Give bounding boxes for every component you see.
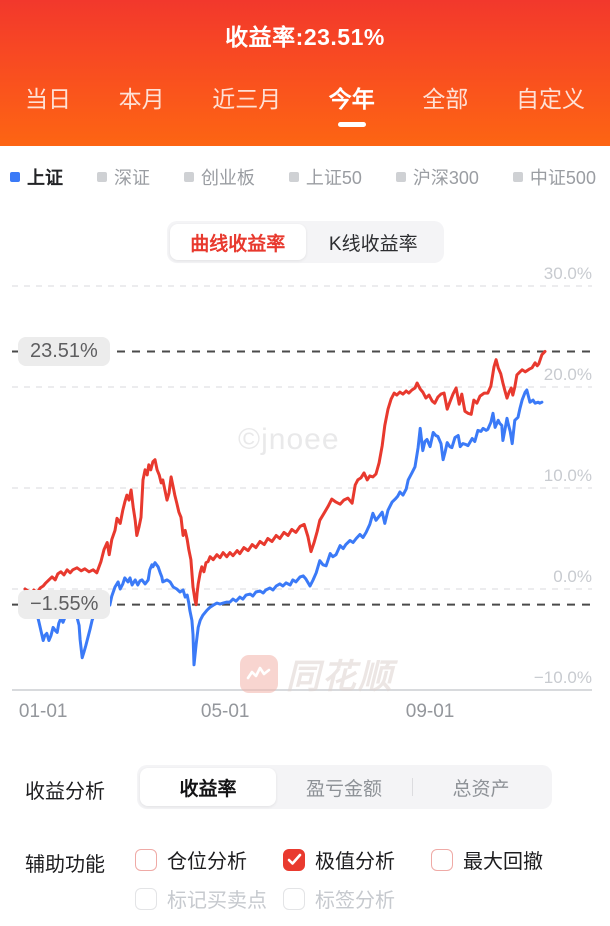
analysis-metric-toggle: 收益率 盈亏金额 总资产 (137, 765, 552, 809)
tab-label: 近三月 (212, 86, 282, 112)
chart-type-toggle: 曲线收益率 K线收益率 (167, 221, 444, 263)
legend-item-0[interactable]: 上证 (10, 164, 63, 190)
y-axis-tick: 10.0% (544, 466, 592, 485)
checkbox-label: 标签分析 (315, 890, 395, 912)
aux-section-label: 辅助功能 (25, 854, 105, 876)
analysis-option-2[interactable]: 总资产 (452, 778, 510, 800)
y-axis-tick: −10.0% (534, 668, 592, 687)
legend-item-5[interactable]: 中证500 (512, 164, 596, 190)
max-value-badge: 23.51% (18, 336, 110, 366)
legend-swatch-icon (183, 172, 194, 182)
chart-type-option-0[interactable]: 曲线收益率 (170, 224, 306, 260)
x-axis-tick: 01-01 (19, 701, 68, 722)
legend-item-2[interactable]: 创业板 (183, 164, 255, 190)
period-tabs: 当日 本月 近三月 今年 全部 自定义 (0, 84, 610, 127)
aux-checkbox-row-2: 标记买卖点 标签分析 (135, 884, 431, 913)
legend-label: 创业板 (200, 168, 255, 188)
legend-label: 中证500 (529, 168, 596, 188)
aux-checkbox-row-1: 仓位分析 极值分析 最大回撤 (135, 845, 543, 874)
tab-period-4[interactable]: 全部 (422, 84, 468, 127)
legend-swatch-icon (96, 172, 107, 182)
brand-logo-icon (240, 654, 278, 693)
legend-swatch-icon (10, 172, 20, 182)
brand-watermark-label: 同花顺 (286, 658, 394, 696)
analysis-option-0[interactable]: 收益率 (140, 768, 276, 806)
x-axis-tick: 09-01 (406, 701, 455, 722)
tab-active-underline (536, 122, 564, 127)
checkbox-box[interactable] (431, 848, 453, 871)
tab-active-underline (233, 122, 261, 127)
analysis-section-label: 收益分析 (25, 781, 105, 803)
tab-label: 本月 (118, 86, 165, 112)
tab-active-underline (431, 122, 459, 127)
checkbox-box[interactable] (283, 887, 305, 910)
checkbox-label: 标记买卖点 (167, 890, 267, 912)
legend-item-1[interactable]: 深证 (96, 164, 150, 190)
tab-active-underline (337, 122, 366, 127)
tab-label: 全部 (422, 86, 469, 112)
analysis-option-1[interactable]: 盈亏金额 (305, 778, 382, 800)
checkbox-label: 仓位分析 (167, 851, 247, 873)
tab-label: 今年 (328, 86, 375, 112)
y-axis-tick: 0.0% (553, 567, 592, 586)
brand-watermark: 同花顺 (240, 649, 394, 698)
tab-period-1[interactable]: 本月 (119, 84, 165, 127)
checkbox-label: 极值分析 (315, 851, 395, 873)
checkbox-2[interactable]: 最大回撤 (431, 845, 543, 874)
watermark-text: ©jnoee (238, 423, 340, 456)
legend-label: 上证50 (305, 168, 362, 188)
returns-chart[interactable]: 30.0% 20.0% 10.0% 0.0% −10.0% 01-01 05-01 09-01… (0, 265, 610, 725)
header: 收益率:23.51% 当日 本月 近三月 今年 全部 自定义 (0, 0, 610, 146)
tab-label: 自定义 (515, 86, 585, 112)
checkbox-4[interactable]: 标签分析 (283, 884, 431, 913)
y-axis-tick: 30.0% (544, 265, 592, 283)
checkbox-box[interactable] (135, 848, 157, 871)
legend-item-4[interactable]: 沪深300 (395, 164, 479, 190)
segment-divider (412, 778, 413, 796)
x-axis-tick: 05-01 (201, 701, 250, 722)
checkbox-1[interactable]: 极值分析 (283, 845, 431, 874)
tab-period-3[interactable]: 今年 (329, 84, 375, 127)
checkbox-box[interactable] (135, 887, 157, 910)
legend-swatch-icon (288, 172, 299, 182)
legend-swatch-icon (395, 172, 406, 182)
legend-label: 沪深300 (412, 168, 479, 188)
page-title: 收益率:23.51% (225, 24, 385, 50)
y-axis-tick: 20.0% (544, 365, 592, 384)
legend-label: 深证 (113, 168, 150, 188)
legend-swatch-icon (512, 172, 523, 182)
legend-item-3[interactable]: 上证50 (288, 164, 362, 190)
series-line-上证 (23, 388, 544, 667)
checkbox-label: 最大回撤 (463, 851, 543, 873)
legend-label: 上证 (27, 168, 63, 188)
index-legend: 上证 深证 创业板 上证50 沪深300 中证500 (0, 164, 610, 190)
tab-label: 当日 (25, 86, 71, 112)
checkbox-3[interactable]: 标记买卖点 (135, 884, 283, 913)
series-line-账户收益率 (23, 350, 547, 607)
chart-type-option-1[interactable]: K线收益率 (328, 233, 418, 255)
tab-active-underline (34, 122, 62, 127)
tab-period-5[interactable]: 自定义 (516, 84, 585, 127)
checkbox-box[interactable] (283, 848, 305, 871)
tab-active-underline (128, 122, 156, 127)
line-chart-canvas[interactable]: 30.0% 20.0% 10.0% 0.0% −10.0% 01-01 05-01 09-01 (0, 265, 610, 725)
checkbox-0[interactable]: 仓位分析 (135, 845, 283, 874)
tab-period-0[interactable]: 当日 (25, 84, 71, 127)
min-value-badge: −1.55% (18, 589, 111, 619)
tab-period-2[interactable]: 近三月 (212, 84, 281, 127)
